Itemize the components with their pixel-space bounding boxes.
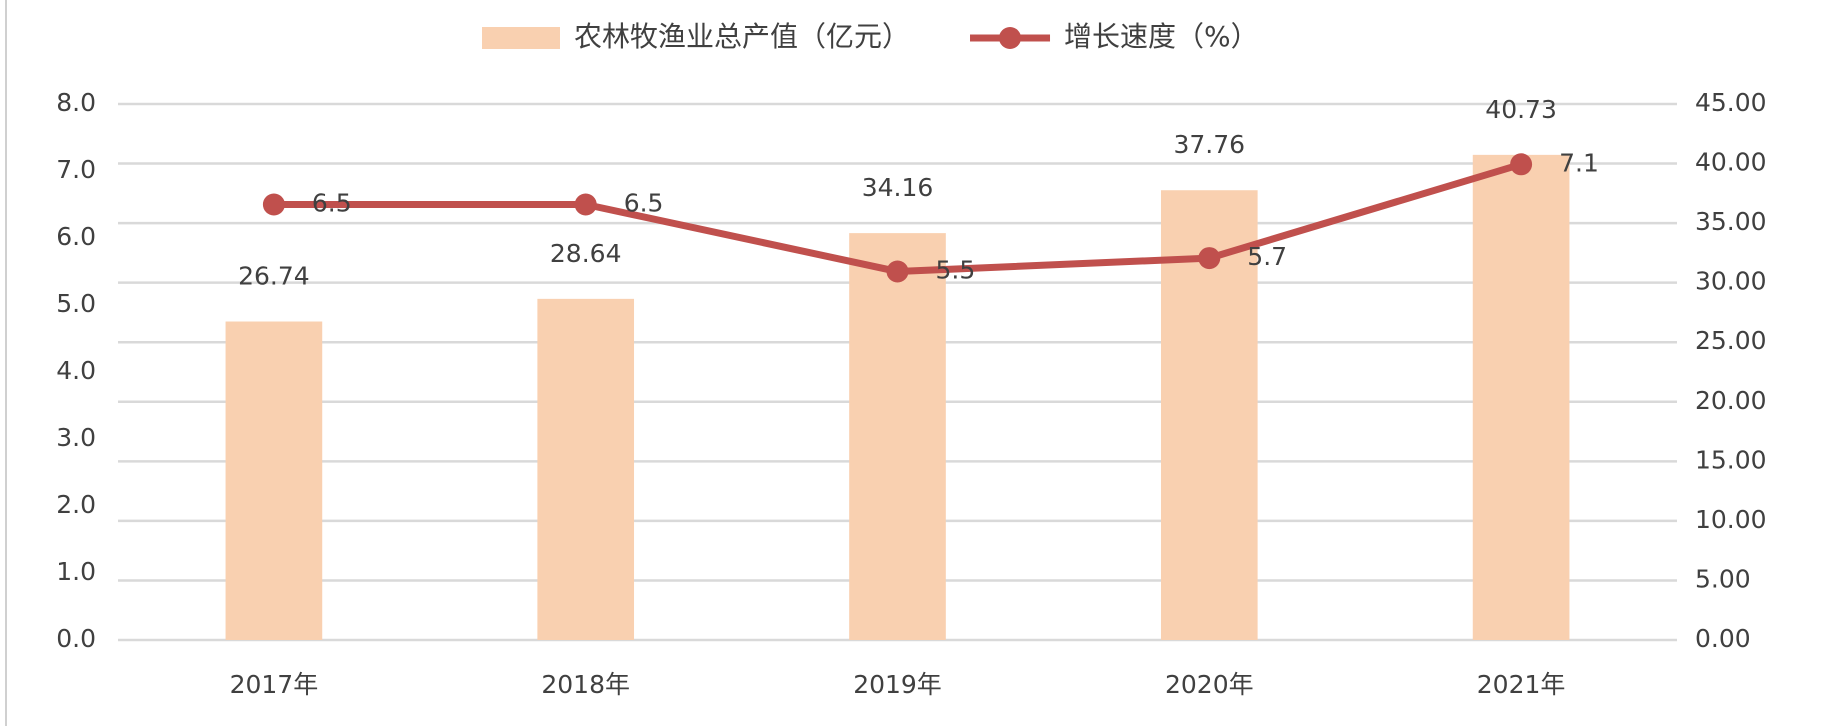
legend-label: 增长速度（%） <box>1064 20 1259 53</box>
y-tick-label: 6.0 <box>56 222 96 251</box>
line-marker <box>262 193 285 216</box>
y2-tick-label: 40.00 <box>1695 148 1767 177</box>
line-value-label: 7.1 <box>1559 148 1599 177</box>
y2-tick-label: 0.00 <box>1695 624 1751 653</box>
bar <box>537 298 635 640</box>
line-marker <box>886 260 909 283</box>
x-tick-label: 2017年 <box>230 670 319 699</box>
x-tick-label: 2020年 <box>1165 670 1254 699</box>
y2-tick-label: 15.00 <box>1695 445 1767 474</box>
y-tick-label: 8.0 <box>56 88 96 117</box>
x-tick-label: 2018年 <box>541 670 630 699</box>
y2-tick-label: 30.00 <box>1695 267 1767 296</box>
bar-value-label: 40.73 <box>1485 95 1557 124</box>
line-value-label: 6.5 <box>624 189 664 218</box>
bar-value-label: 28.64 <box>550 239 622 268</box>
legend-swatch <box>482 27 560 49</box>
line-marker <box>574 193 597 216</box>
bar <box>225 321 323 640</box>
line-value-label: 5.5 <box>936 256 976 285</box>
line-value-label: 6.5 <box>312 189 352 218</box>
y-tick-label: 4.0 <box>56 356 96 385</box>
line-marker <box>1510 153 1533 176</box>
y-tick-label: 7.0 <box>56 155 96 184</box>
line-value-label: 5.7 <box>1247 242 1287 271</box>
y-tick-label: 2.0 <box>56 490 96 519</box>
bar-value-label: 26.74 <box>238 261 310 290</box>
legend-marker <box>999 27 1022 49</box>
y2-tick-label: 25.00 <box>1695 326 1767 355</box>
y-tick-label: 0.0 <box>56 624 96 653</box>
y-tick-label: 1.0 <box>56 557 96 586</box>
legend-label: 农林牧渔业总产值（亿元） <box>574 20 910 53</box>
bar-value-label: 37.76 <box>1174 130 1246 159</box>
y2-tick-label: 35.00 <box>1695 207 1767 236</box>
bar <box>1472 154 1570 640</box>
y2-tick-label: 5.00 <box>1695 564 1751 593</box>
bar <box>849 233 946 640</box>
y2-tick-label: 20.00 <box>1695 386 1767 415</box>
y-tick-label: 5.0 <box>56 289 96 318</box>
line-marker <box>1198 247 1221 270</box>
bar-value-label: 34.16 <box>862 173 934 202</box>
x-tick-label: 2019年 <box>853 670 942 699</box>
x-tick-label: 2021年 <box>1477 670 1566 699</box>
y-tick-label: 3.0 <box>56 423 96 452</box>
y2-tick-label: 45.00 <box>1695 88 1767 117</box>
y2-tick-label: 10.00 <box>1695 505 1767 534</box>
